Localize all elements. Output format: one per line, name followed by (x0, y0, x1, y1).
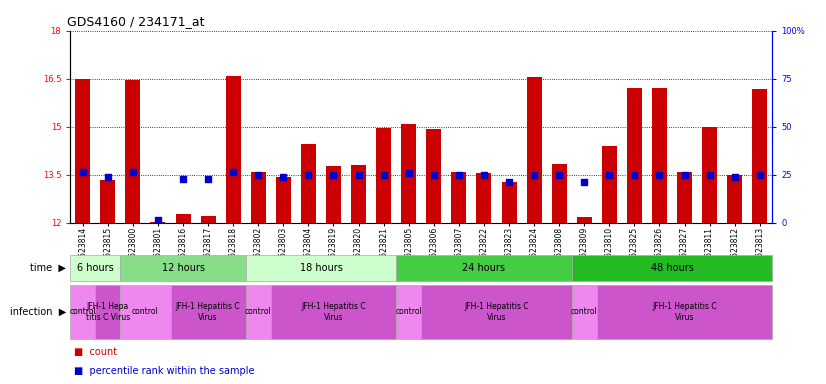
Point (76, 169, 89, 175)
Point (377, 172, 390, 178)
Point (402, 170, 415, 176)
FancyBboxPatch shape (396, 285, 421, 339)
Point (277, 174, 290, 180)
Text: control: control (132, 308, 159, 316)
Text: 6 hours: 6 hours (77, 263, 114, 273)
Point (126, 169, 140, 175)
Point (151, 217, 164, 223)
Point (327, 172, 340, 178)
Bar (150, 222, 165, 223)
FancyBboxPatch shape (70, 255, 121, 281)
Point (226, 169, 240, 175)
FancyBboxPatch shape (421, 285, 572, 339)
FancyBboxPatch shape (95, 285, 121, 339)
Bar (527, 77, 542, 223)
Text: 12 hours: 12 hours (162, 263, 205, 273)
Bar (652, 88, 667, 223)
FancyBboxPatch shape (246, 255, 396, 281)
Bar (627, 88, 642, 223)
Bar (702, 127, 717, 223)
FancyBboxPatch shape (170, 285, 246, 339)
FancyBboxPatch shape (121, 255, 246, 281)
Bar (401, 124, 416, 223)
Bar (552, 164, 567, 223)
Bar (326, 166, 341, 223)
Point (703, 172, 716, 178)
Point (553, 172, 566, 178)
Bar (301, 144, 316, 223)
Bar (351, 165, 366, 223)
Point (678, 172, 691, 178)
Point (577, 179, 591, 185)
Point (352, 172, 365, 178)
FancyBboxPatch shape (572, 255, 772, 281)
Bar (376, 128, 392, 223)
Point (528, 172, 541, 178)
Text: ■  count: ■ count (74, 347, 117, 357)
Bar (251, 172, 266, 223)
Point (102, 174, 115, 180)
Bar (602, 146, 617, 223)
Bar (477, 173, 491, 223)
Point (603, 172, 616, 178)
Bar (276, 177, 291, 223)
Point (653, 172, 666, 178)
Text: JFH-1 Hepatitis C
Virus: JFH-1 Hepatitis C Virus (301, 302, 366, 322)
Bar (126, 80, 140, 223)
Text: JFH-1 Hepatitis C
Virus: JFH-1 Hepatitis C Virus (464, 302, 529, 322)
Point (177, 175, 190, 182)
Bar (577, 217, 591, 223)
Bar (501, 182, 516, 223)
Point (477, 172, 491, 178)
Text: control: control (244, 308, 272, 316)
Bar (451, 172, 467, 223)
Bar (727, 175, 743, 223)
Bar (75, 79, 90, 223)
Text: ■  percentile rank within the sample: ■ percentile rank within the sample (74, 366, 255, 376)
Point (301, 172, 315, 178)
Point (453, 172, 466, 178)
Bar (201, 216, 216, 223)
Bar (100, 180, 116, 223)
Text: control: control (69, 308, 96, 316)
Text: time  ▶: time ▶ (31, 263, 66, 273)
FancyBboxPatch shape (121, 285, 170, 339)
Text: control: control (571, 308, 598, 316)
Text: JFH-1 Hepatitis C
Virus: JFH-1 Hepatitis C Virus (653, 302, 717, 322)
Bar (176, 214, 191, 223)
Point (202, 176, 215, 182)
Point (728, 174, 741, 180)
Point (753, 172, 767, 178)
Text: infection  ▶: infection ▶ (10, 307, 66, 317)
FancyBboxPatch shape (271, 285, 396, 339)
FancyBboxPatch shape (246, 285, 271, 339)
Text: control: control (396, 308, 422, 316)
Bar (225, 76, 240, 223)
Point (252, 172, 265, 178)
Text: 18 hours: 18 hours (300, 263, 343, 273)
Point (427, 172, 440, 178)
FancyBboxPatch shape (572, 285, 597, 339)
FancyBboxPatch shape (396, 255, 572, 281)
Bar (426, 129, 441, 223)
FancyBboxPatch shape (597, 285, 772, 339)
Text: JFH-1 Hepatitis C
Virus: JFH-1 Hepatitis C Virus (176, 302, 240, 322)
Bar (752, 89, 767, 223)
Point (628, 172, 641, 178)
Text: GDS4160 / 234171_at: GDS4160 / 234171_at (67, 15, 204, 28)
Text: 24 hours: 24 hours (463, 263, 506, 273)
Point (502, 179, 515, 185)
FancyBboxPatch shape (70, 285, 95, 339)
Text: JFH-1 Hepa
titis C Virus: JFH-1 Hepa titis C Virus (86, 302, 130, 322)
Bar (677, 172, 692, 223)
Text: 48 hours: 48 hours (651, 263, 694, 273)
